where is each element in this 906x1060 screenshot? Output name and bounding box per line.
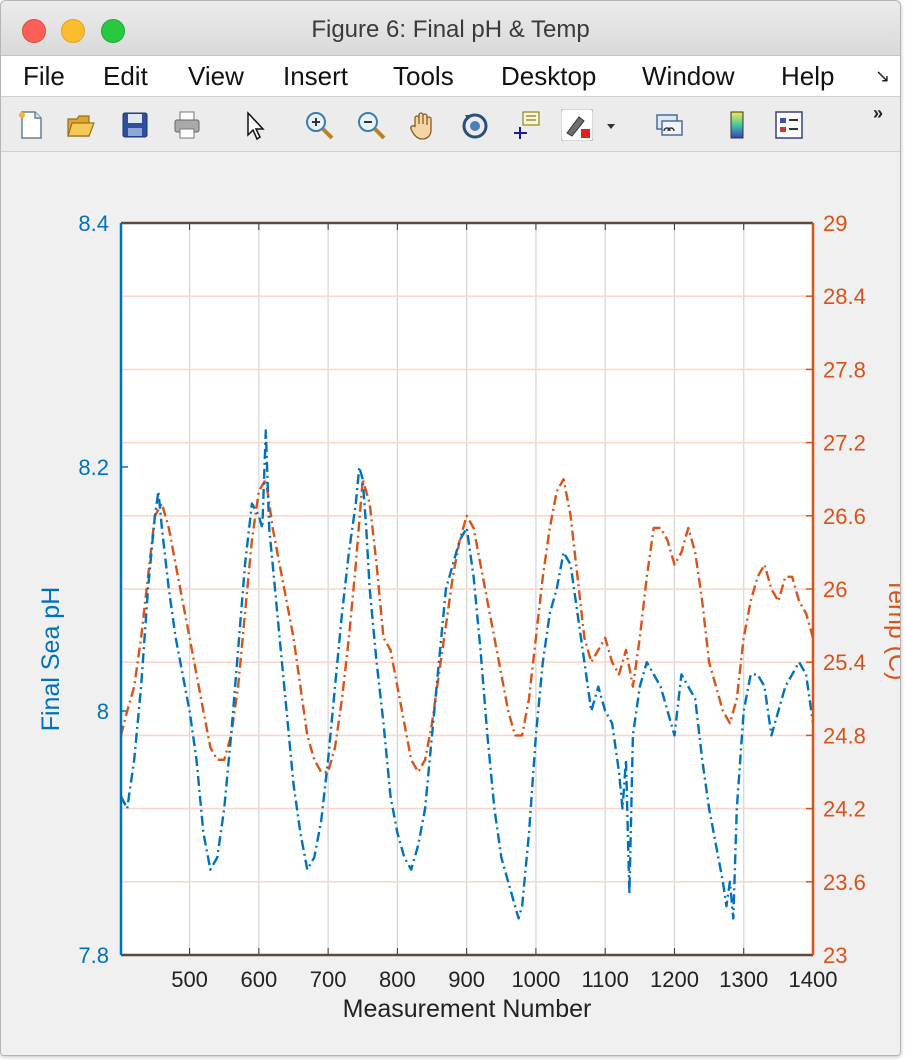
x-tick-label: 1400	[789, 967, 838, 992]
series-ph	[119, 429, 815, 920]
menu-window[interactable]: Window	[642, 61, 735, 91]
axes-box	[119, 221, 815, 957]
x-tick-label: 800	[379, 967, 416, 992]
y-tick-label-right: 23	[823, 943, 847, 968]
x-tick-label: 500	[171, 967, 208, 992]
y-tick-label-right: 25.4	[823, 650, 866, 675]
y-tick-label-right: 26	[823, 577, 847, 602]
title-bar[interactable]: Figure 6: Final pH & Temp	[1, 1, 900, 56]
colorbar-icon[interactable]	[721, 109, 753, 141]
y-tick-label-right: 26.6	[823, 504, 866, 529]
y-tick-label-left: 8.2	[78, 455, 109, 480]
menu-file[interactable]: File	[23, 61, 65, 91]
y-tick-label-right: 23.6	[823, 870, 866, 895]
zoom-out-icon[interactable]	[355, 109, 387, 141]
pan-hand-icon[interactable]	[407, 109, 439, 141]
toolbar-overflow-icon[interactable]: »	[873, 103, 884, 123]
y-tick-label-right: 28.4	[823, 284, 866, 309]
x-tick-label: 1300	[719, 967, 768, 992]
x-tick-label: 600	[240, 967, 277, 992]
minimize-button[interactable]	[61, 19, 85, 43]
y-tick-label-left: 8.4	[78, 211, 109, 236]
menu-overflow-icon[interactable]: ↘	[875, 66, 891, 86]
y-tick-label-right: 27.8	[823, 357, 866, 382]
print-icon[interactable]	[171, 109, 203, 141]
brush-dropdown-icon[interactable]	[603, 109, 619, 141]
series-temp	[119, 478, 815, 774]
data-cursor-icon[interactable]	[511, 109, 543, 141]
menu-desktop[interactable]: Desktop	[501, 61, 597, 91]
menu-bar: File Edit View Insert Tools Desktop Wind…	[1, 56, 900, 97]
x-tick-label: 1000	[511, 967, 560, 992]
x-axis-label: Measurement Number	[343, 995, 592, 1023]
y-tick-label-right: 27.2	[823, 431, 866, 456]
y-tick-label-right: 24.2	[823, 797, 866, 822]
rotate-3d-icon[interactable]	[459, 109, 491, 141]
temp-line	[119, 478, 815, 774]
y-axis-label-left: Final Sea pH	[37, 587, 65, 732]
plot-area: 500 600 700 800 900 1000 1100 1200 1300 1400 23 23.…	[1, 152, 900, 1055]
menu-help[interactable]: Help	[781, 61, 835, 91]
save-icon[interactable]	[119, 109, 151, 141]
menu-view[interactable]: View	[188, 61, 244, 91]
y-axis-label-right: Temp (C)	[883, 578, 900, 681]
maximize-button[interactable]	[101, 19, 125, 43]
toolbar: »	[1, 97, 900, 152]
new-figure-icon[interactable]	[15, 109, 47, 141]
x-tick-label: 1100	[582, 967, 629, 992]
y-tick-label-right: 24.8	[823, 723, 866, 748]
menu-insert[interactable]: Insert	[283, 61, 349, 91]
brush-icon[interactable]	[561, 109, 593, 141]
y-tick-label-left: 8	[97, 699, 109, 724]
window-title: Figure 6: Final pH & Temp	[311, 16, 590, 43]
x-tick-label: 900	[448, 967, 485, 992]
zoom-in-icon[interactable]	[303, 109, 335, 141]
x-tick-label: 1200	[650, 967, 699, 992]
menu-edit[interactable]: Edit	[103, 61, 148, 91]
link-plot-icon[interactable]	[653, 109, 685, 141]
legend-icon[interactable]	[773, 109, 805, 141]
open-file-icon[interactable]	[65, 109, 97, 141]
y-tick-label-left: 7.8	[78, 943, 109, 968]
menu-tools[interactable]: Tools	[393, 61, 454, 91]
y-tick-label-right: 29	[823, 211, 847, 236]
x-tick-label: 700	[310, 967, 347, 992]
pointer-icon[interactable]	[239, 109, 271, 141]
close-button[interactable]	[22, 19, 46, 43]
ph-line	[119, 429, 815, 920]
